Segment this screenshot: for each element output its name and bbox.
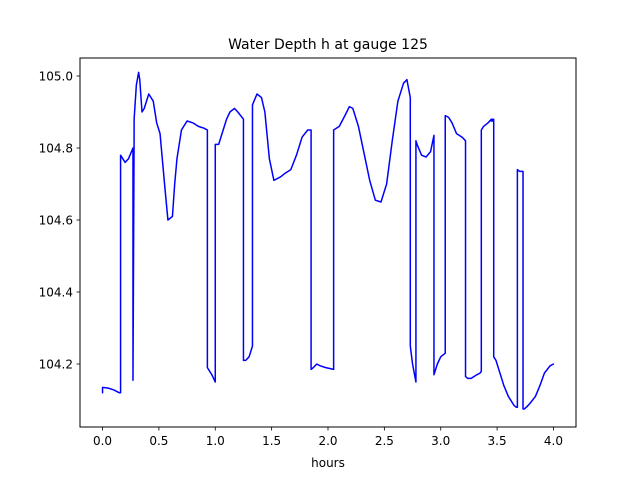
x-tick-label: 2.5: [375, 434, 394, 448]
y-tick-label: 104.8: [39, 141, 73, 155]
series-layer: [101, 71, 555, 410]
series-line-1: [101, 71, 555, 410]
y-tick-label: 105.0: [39, 69, 73, 83]
y-tick-label: 104.4: [39, 285, 73, 299]
x-axis-label: hours: [311, 456, 345, 470]
plot-area: [80, 58, 576, 427]
x-tick-label: 0.0: [93, 434, 112, 448]
y-tick-label: 104.2: [39, 357, 73, 371]
y-tick-label: 104.6: [39, 213, 73, 227]
x-tick-label: 0.5: [149, 434, 168, 448]
x-tick-label: 4.0: [544, 434, 563, 448]
x-axis: 0.0 0.5 1.0 1.5 2.0 2.5 3.0 3.5 4.0: [93, 427, 563, 448]
x-tick-label: 2.0: [318, 434, 337, 448]
x-tick-label: 3.5: [488, 434, 507, 448]
x-tick-label: 3.0: [431, 434, 450, 448]
x-tick-label: 1.5: [262, 434, 281, 448]
chart-title: Water Depth h at gauge 125: [228, 37, 428, 53]
y-axis: 104.2 104.4 104.6 104.8 105.0: [39, 69, 80, 371]
x-tick-label: 1.0: [206, 434, 225, 448]
